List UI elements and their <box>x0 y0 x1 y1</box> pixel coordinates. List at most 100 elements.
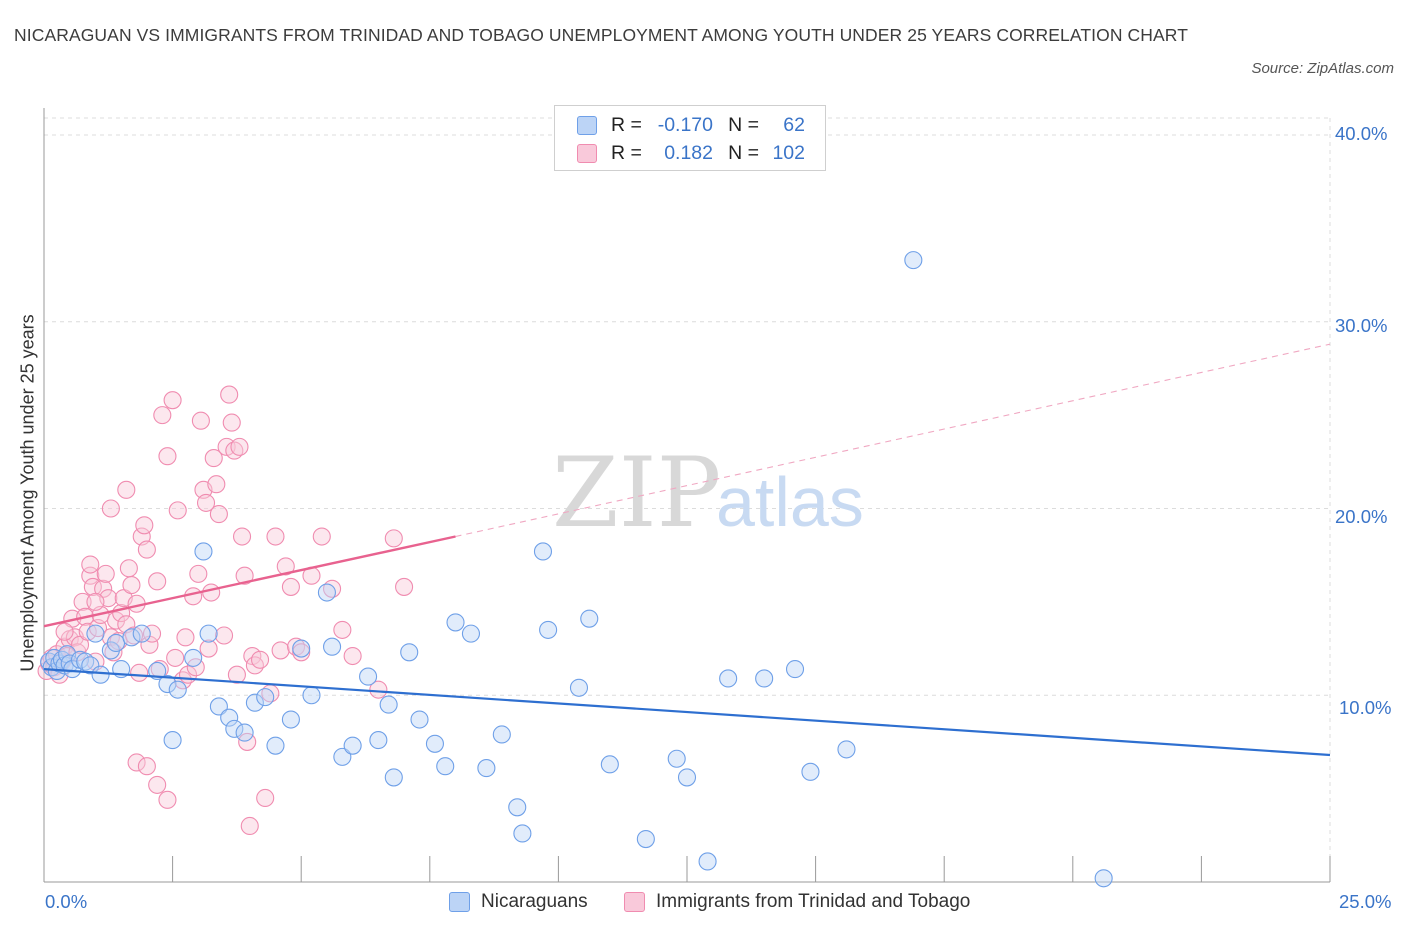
x-tick-min: 0.0% <box>45 891 87 913</box>
point-nicaraguan <box>679 769 696 786</box>
point-trinidad <box>208 476 225 493</box>
point-nicaraguan <box>720 670 737 687</box>
y-tick-30: 30.0% <box>1335 315 1387 337</box>
point-nicaraguan <box>324 638 341 655</box>
point-trinidad <box>118 481 135 498</box>
point-trinidad <box>159 448 176 465</box>
y-tick-40: 40.0% <box>1335 123 1387 145</box>
legend-row-nicaraguans: R = -0.170 N = 62 <box>577 112 805 138</box>
y-axis-label: Unemployment Among Youth under 25 years <box>18 314 39 671</box>
point-trinidad <box>149 776 166 793</box>
point-nicaraguan <box>267 737 284 754</box>
point-nicaraguan <box>478 760 495 777</box>
point-nicaraguan <box>637 831 654 848</box>
point-nicaraguan <box>87 625 104 642</box>
series-trinidad-points <box>38 386 413 834</box>
point-trinidad <box>149 573 166 590</box>
point-trinidad <box>167 649 184 666</box>
point-nicaraguan <box>1095 870 1112 887</box>
point-trinidad <box>97 565 114 582</box>
point-trinidad <box>120 560 137 577</box>
legend-swatch-pink <box>577 144 597 163</box>
point-nicaraguan <box>534 543 551 560</box>
point-nicaraguan <box>493 726 510 743</box>
point-trinidad <box>87 593 104 610</box>
point-trinidad <box>221 386 238 403</box>
correlation-legend: R = -0.170 N = 62 R = 0.182 N = 102 <box>554 105 826 171</box>
point-nicaraguan <box>401 644 418 661</box>
x-tick-max: 25.0% <box>1339 891 1391 913</box>
bottom-legend-label: Immigrants from Trinidad and Tobago <box>656 891 970 913</box>
point-nicaraguan <box>570 679 587 696</box>
trend-lines <box>44 344 1330 755</box>
bottom-legend-swatch-pink <box>624 892 645 912</box>
point-trinidad <box>131 664 148 681</box>
point-trinidad <box>231 438 248 455</box>
point-trinidad <box>216 627 233 644</box>
point-nicaraguan <box>360 668 377 685</box>
point-trinidad <box>102 500 119 517</box>
point-trinidad <box>164 392 181 409</box>
point-trinidad <box>241 817 258 834</box>
point-nicaraguan <box>514 825 531 842</box>
point-trinidad <box>203 584 220 601</box>
watermark: ZIP atlas <box>552 437 864 549</box>
point-trinidad <box>185 588 202 605</box>
point-nicaraguan <box>668 750 685 767</box>
point-nicaraguan <box>540 621 557 638</box>
point-nicaraguan <box>447 614 464 631</box>
point-nicaraguan <box>370 732 387 749</box>
point-nicaraguan <box>380 696 397 713</box>
point-nicaraguan <box>699 853 716 870</box>
point-trinidad <box>138 541 155 558</box>
watermark-zip: ZIP <box>552 437 721 549</box>
point-nicaraguan <box>318 584 335 601</box>
point-nicaraguan <box>282 711 299 728</box>
legend-r-value: -0.170 <box>645 114 713 137</box>
point-trinidad <box>169 502 186 519</box>
point-nicaraguan <box>756 670 773 687</box>
point-trinidad <box>282 578 299 595</box>
legend-n-label: N = <box>713 142 759 165</box>
legend-swatch-blue <box>577 116 597 135</box>
point-trinidad <box>257 789 274 806</box>
point-trinidad <box>138 758 155 775</box>
point-nicaraguan <box>169 681 186 698</box>
point-nicaraguan <box>581 610 598 627</box>
point-trinidad <box>136 517 153 534</box>
legend-n-value: 102 <box>759 142 805 165</box>
point-nicaraguan <box>509 799 526 816</box>
point-nicaraguan <box>195 543 212 560</box>
point-trinidad <box>223 414 240 431</box>
point-nicaraguan <box>601 756 618 773</box>
bottom-legend-label: Nicaraguans <box>481 891 588 913</box>
point-nicaraguan <box>385 769 402 786</box>
point-nicaraguan <box>905 252 922 269</box>
point-nicaraguan <box>133 625 150 642</box>
y-tick-20: 20.0% <box>1335 506 1387 528</box>
bottom-legend-trinidad: Immigrants from Trinidad and Tobago <box>624 889 970 915</box>
bottom-legend-nicaraguans: Nicaraguans <box>449 889 588 915</box>
legend-r-value: 0.182 <box>645 142 713 165</box>
point-trinidad <box>177 629 194 646</box>
point-trinidad <box>159 791 176 808</box>
point-trinidad <box>234 528 251 545</box>
point-nicaraguan <box>344 737 361 754</box>
point-trinidad <box>396 578 413 595</box>
point-nicaraguan <box>236 724 253 741</box>
point-nicaraguan <box>462 625 479 642</box>
point-trinidad <box>272 642 289 659</box>
point-trinidad <box>252 651 269 668</box>
point-nicaraguan <box>838 741 855 758</box>
point-nicaraguan <box>164 732 181 749</box>
legend-r-label: R = <box>611 114 645 137</box>
point-trinidad <box>313 528 330 545</box>
legend-r-label: R = <box>611 142 645 165</box>
bottom-legend-swatch-blue <box>449 892 470 912</box>
point-trinidad <box>344 648 361 665</box>
legend-n-value: 62 <box>759 114 805 137</box>
point-nicaraguan <box>92 666 109 683</box>
point-trinidad <box>385 530 402 547</box>
point-trinidad <box>190 565 207 582</box>
point-nicaraguan <box>787 661 804 678</box>
